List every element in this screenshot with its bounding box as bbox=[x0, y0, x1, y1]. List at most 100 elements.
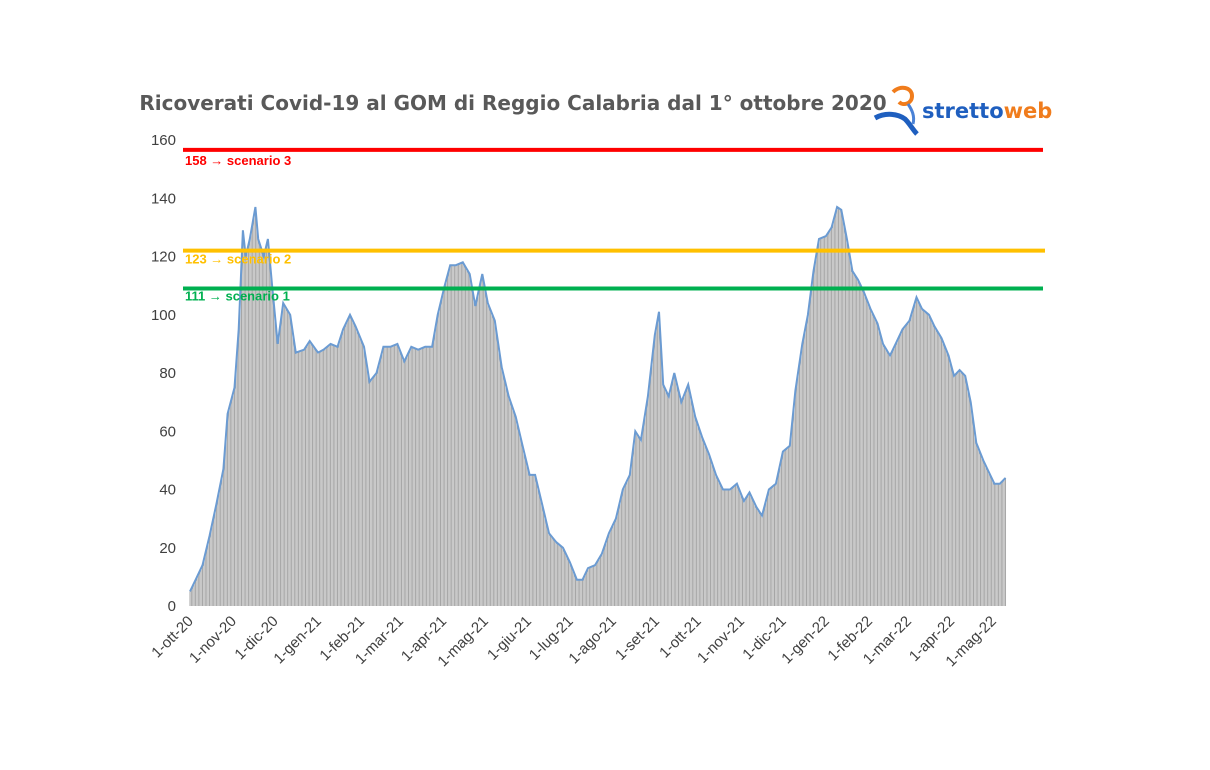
bar bbox=[261, 252, 263, 606]
bar bbox=[949, 360, 951, 606]
bar bbox=[758, 511, 760, 606]
bar bbox=[346, 320, 348, 606]
bar-series bbox=[189, 206, 1007, 607]
bar bbox=[858, 282, 860, 606]
bar bbox=[350, 317, 352, 606]
bar bbox=[416, 349, 418, 606]
bar bbox=[438, 308, 440, 606]
bar bbox=[576, 579, 578, 606]
bar bbox=[924, 311, 926, 606]
bar bbox=[558, 544, 560, 606]
bar bbox=[490, 310, 492, 606]
bar bbox=[409, 349, 411, 606]
bar bbox=[867, 301, 869, 606]
bar bbox=[311, 344, 313, 606]
bar bbox=[395, 344, 397, 606]
bar bbox=[821, 237, 823, 607]
bar bbox=[189, 591, 191, 606]
bar bbox=[437, 314, 439, 606]
bar bbox=[419, 349, 421, 606]
bar bbox=[995, 483, 997, 606]
bar bbox=[196, 576, 198, 607]
bar bbox=[267, 239, 269, 606]
bar bbox=[236, 348, 238, 606]
bar bbox=[689, 391, 691, 606]
bar bbox=[668, 396, 670, 606]
bar bbox=[716, 477, 718, 606]
bar bbox=[842, 217, 844, 606]
reference-line-label: 123 → scenario 2 bbox=[185, 252, 291, 267]
bar bbox=[548, 533, 550, 606]
bar bbox=[367, 373, 369, 606]
bar bbox=[572, 569, 574, 606]
bar bbox=[817, 247, 819, 606]
bar bbox=[563, 550, 565, 606]
bar bbox=[399, 350, 401, 606]
bar bbox=[470, 281, 472, 606]
bar bbox=[863, 291, 865, 606]
y-tick-label: 0 bbox=[168, 598, 176, 615]
bar bbox=[690, 397, 692, 606]
bar bbox=[591, 566, 593, 606]
bar bbox=[793, 404, 795, 606]
bar bbox=[494, 320, 496, 606]
bar bbox=[747, 494, 749, 606]
bar bbox=[680, 402, 682, 607]
bar bbox=[232, 392, 234, 606]
bar bbox=[467, 271, 469, 606]
bar bbox=[963, 374, 965, 606]
bar bbox=[684, 391, 686, 606]
bar bbox=[260, 247, 262, 606]
bar bbox=[469, 273, 471, 606]
bar bbox=[463, 264, 465, 606]
bar bbox=[896, 340, 898, 606]
bar bbox=[812, 271, 814, 606]
bar bbox=[970, 402, 972, 607]
bar bbox=[279, 323, 281, 606]
bar bbox=[946, 352, 948, 606]
bar bbox=[381, 352, 383, 606]
bar bbox=[243, 243, 245, 606]
bar bbox=[953, 375, 955, 606]
bar bbox=[452, 265, 454, 606]
bar bbox=[414, 348, 416, 606]
bar bbox=[510, 404, 512, 606]
bar bbox=[193, 582, 195, 606]
bar bbox=[488, 306, 490, 606]
bar bbox=[657, 319, 659, 606]
bar bbox=[382, 346, 384, 606]
x-tick-label: 1-gen-22 bbox=[778, 613, 832, 667]
bar bbox=[206, 547, 208, 606]
bar bbox=[703, 440, 705, 606]
bar bbox=[502, 373, 504, 606]
bar bbox=[776, 477, 778, 606]
bar bbox=[612, 524, 614, 606]
bar bbox=[890, 352, 892, 606]
bar bbox=[508, 396, 510, 606]
bar bbox=[651, 359, 653, 606]
bar bbox=[204, 553, 206, 606]
bar bbox=[662, 384, 664, 606]
bar bbox=[786, 448, 788, 606]
bar bbox=[615, 518, 617, 607]
bar bbox=[868, 305, 870, 606]
bar bbox=[874, 317, 876, 606]
bar bbox=[210, 529, 212, 606]
bar bbox=[246, 250, 248, 606]
y-tick-label: 40 bbox=[159, 482, 176, 499]
bar bbox=[526, 463, 528, 606]
bar bbox=[203, 559, 205, 606]
bar bbox=[285, 307, 287, 606]
bar bbox=[356, 329, 358, 606]
bar bbox=[314, 348, 316, 606]
bar bbox=[743, 501, 745, 606]
bar bbox=[975, 442, 977, 606]
bar bbox=[487, 303, 489, 606]
bar bbox=[1005, 477, 1007, 606]
bar bbox=[481, 273, 483, 606]
bar bbox=[421, 347, 423, 606]
bar bbox=[330, 343, 332, 607]
bar bbox=[932, 323, 934, 606]
bar bbox=[281, 313, 283, 606]
bar bbox=[839, 208, 841, 606]
